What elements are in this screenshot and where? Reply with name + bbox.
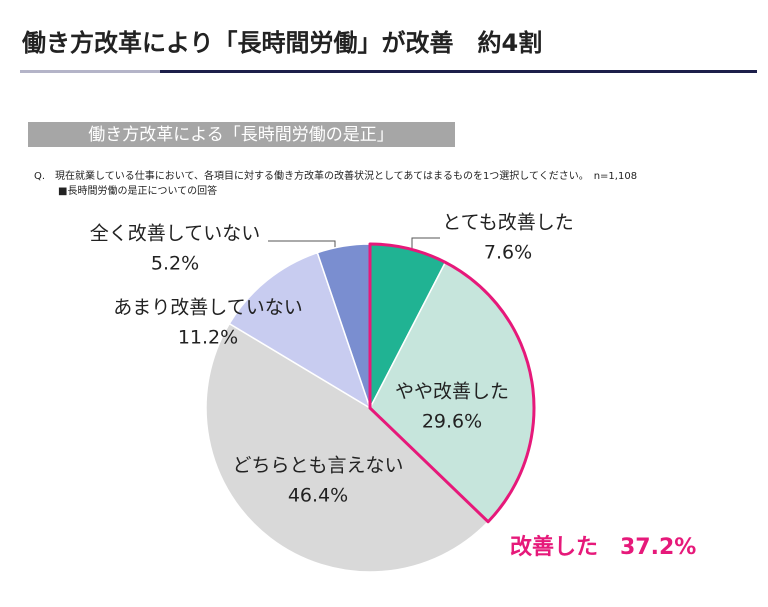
title-rule-dark [160, 70, 757, 73]
leader-line [411, 237, 440, 252]
question: Q. 現在就業している仕事において、各項目に対する働き方改革の改善状況としてあて… [34, 169, 637, 182]
slice-value: 11.2% [178, 327, 238, 349]
highlight-annotation: 改善した 37.2% [510, 534, 696, 560]
slice-value: 29.6% [422, 411, 482, 433]
slice-label: 全く改善していない [90, 223, 260, 245]
slice-value: 7.6% [484, 242, 532, 264]
slice-label: どちらとも言えない [232, 455, 403, 477]
highlight-outline [368, 242, 536, 524]
subtitle-box [28, 122, 455, 147]
note: ■長時間労働の是正についての回答 [58, 184, 217, 197]
slice-label: やや改善した [395, 381, 509, 403]
title-rule-light [20, 70, 160, 73]
pie-slice [228, 251, 372, 410]
slide-title: 働き方改革により「長時間労働」が改善 約4割 [21, 29, 542, 57]
pie-slice [205, 322, 490, 573]
slice-value: 46.4% [288, 485, 348, 507]
slice-label: とても改善した [442, 212, 573, 234]
slice-value: 5.2% [151, 253, 199, 275]
subtitle: 働き方改革による「長時間労働の是正」 [88, 125, 394, 145]
slice-label: あまり改善していない [113, 297, 302, 319]
